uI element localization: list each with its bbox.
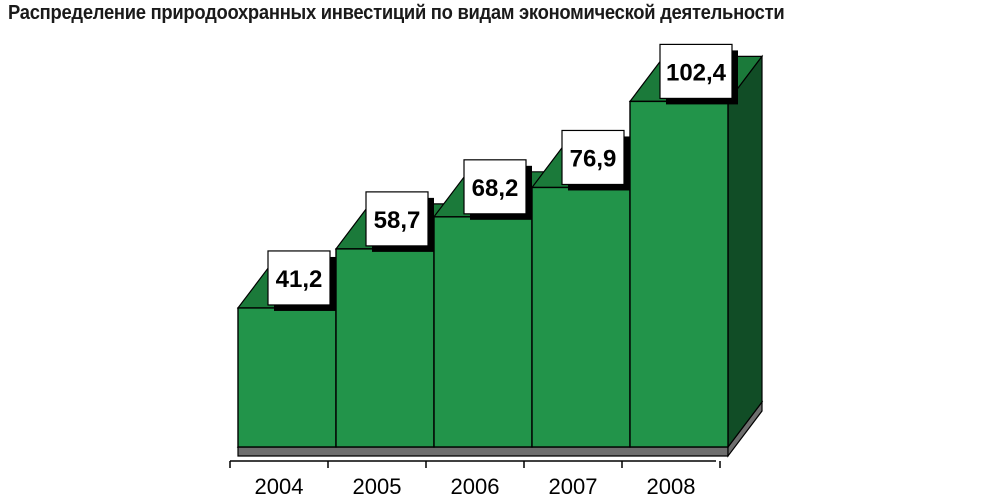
bar-front xyxy=(531,186,631,448)
bar-front xyxy=(629,100,729,448)
data-label-box xyxy=(463,159,527,215)
bar-2008 xyxy=(628,54,764,449)
floor-front xyxy=(237,446,729,457)
x-tick-label: 2005 xyxy=(353,474,402,499)
data-label: 41,2 xyxy=(276,266,323,293)
data-label: 76,9 xyxy=(570,145,617,172)
data-label: 58,7 xyxy=(374,207,421,234)
data-label-box xyxy=(561,129,625,186)
bar-front xyxy=(433,216,533,448)
x-tick-label: 2007 xyxy=(549,474,598,499)
x-tick-label: 2008 xyxy=(647,474,696,499)
bar-front xyxy=(237,307,337,448)
chart-title: Распределение природоохранных инвестиций… xyxy=(8,2,785,24)
data-label-box xyxy=(267,250,331,306)
bar-side xyxy=(727,54,763,449)
data-label: 102,4 xyxy=(666,59,727,86)
data-label-box xyxy=(365,191,429,247)
data-label: 68,2 xyxy=(472,175,519,202)
data-label-box xyxy=(659,43,733,100)
x-tick-label: 2004 xyxy=(255,474,304,499)
bar-front xyxy=(335,248,435,448)
x-tick-label: 2006 xyxy=(451,474,500,499)
